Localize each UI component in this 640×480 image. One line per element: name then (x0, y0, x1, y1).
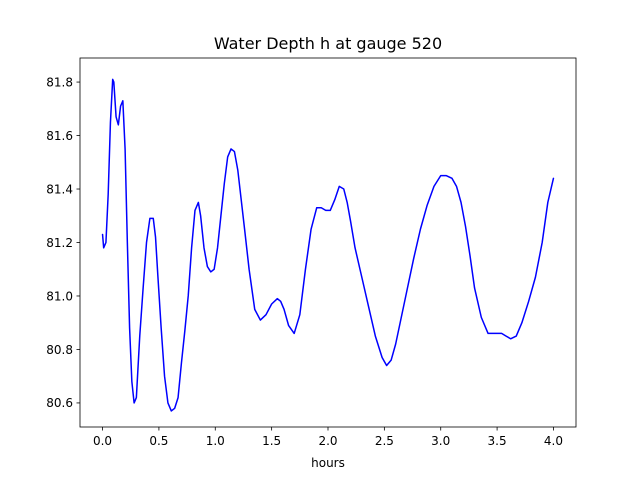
y-tick-label: 81.8 (46, 75, 73, 89)
x-tick-label: 2.5 (375, 434, 394, 448)
series-line-0 (101, 78, 555, 412)
y-tick-label: 81.2 (46, 236, 73, 250)
x-axis: 0.0 0.5 1.0 1.5 2.0 2.5 3.0 3.5 4.0 (93, 427, 563, 448)
plot-area (79, 57, 577, 428)
y-tick-label: 80.8 (46, 343, 73, 357)
y-tick-label: 81.4 (46, 182, 73, 196)
x-tick-label: 1.5 (262, 434, 281, 448)
y-tick-label: 81.0 (46, 289, 73, 303)
x-tick-label: 4.0 (544, 434, 563, 448)
x-tick-label: 2.0 (318, 434, 337, 448)
y-tick-label: 81.6 (46, 129, 73, 143)
plot-frame (79, 57, 577, 428)
x-tick-label: 3.5 (488, 434, 507, 448)
y-tick-label: 80.6 (46, 396, 73, 410)
x-tick-label: 1.0 (206, 434, 225, 448)
y-axis: 80.6 80.8 81.0 81.2 81.4 81.6 81.8 (46, 75, 80, 410)
x-axis-label: hours (311, 456, 345, 470)
series-layer (101, 78, 555, 412)
x-tick-label: 0.5 (149, 434, 168, 448)
x-tick-label: 0.0 (93, 434, 112, 448)
x-tick-label: 3.0 (431, 434, 450, 448)
chart-title: Water Depth h at gauge 520 (214, 34, 442, 53)
